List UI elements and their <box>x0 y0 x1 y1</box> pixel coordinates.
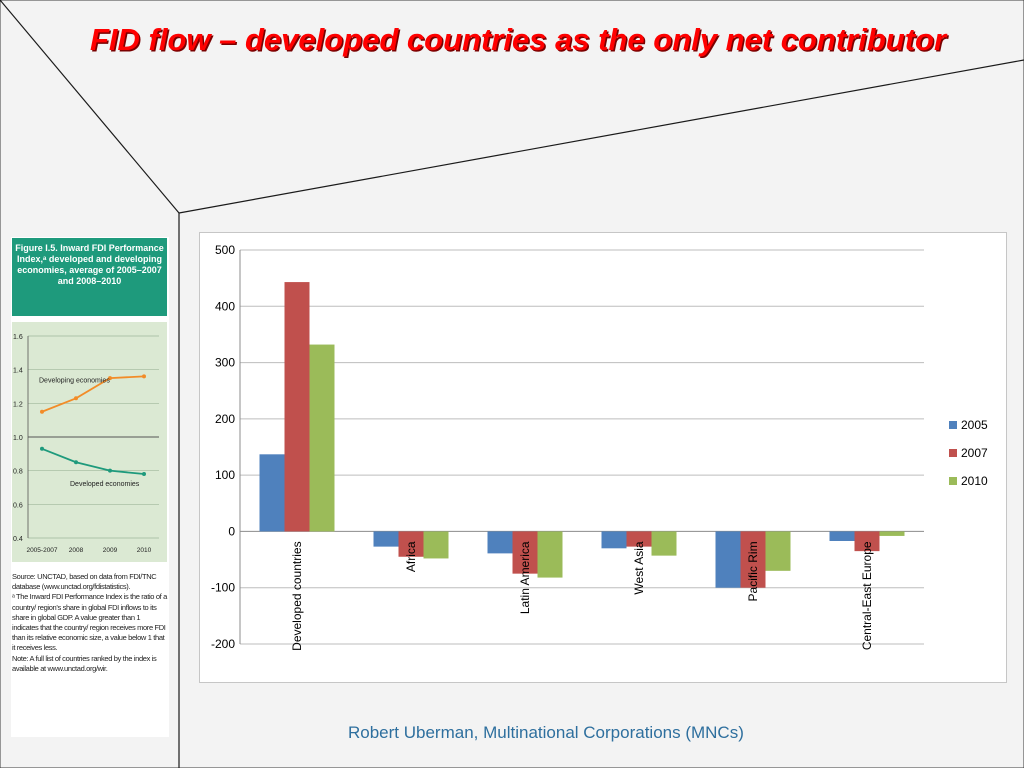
bar-2010 <box>765 531 791 571</box>
legend-swatch <box>949 421 957 429</box>
bar-2007 <box>512 531 538 574</box>
figure-y-tick-label: 0.4 <box>13 536 23 543</box>
figure-header: Figure I.5. Inward FDI Performance Index… <box>12 238 167 316</box>
y-tick-label: -200 <box>211 637 235 651</box>
bar-2005 <box>601 531 627 549</box>
legend-swatch <box>949 449 957 457</box>
bar-2005 <box>373 531 399 547</box>
bar-2007 <box>740 531 766 588</box>
x-category-label: Central-East Europe <box>860 541 874 650</box>
frame-diagonal-line <box>0 0 180 214</box>
legend-label: 2010 <box>961 474 988 488</box>
x-category-label: Developed countries <box>290 541 304 650</box>
y-tick-label: 400 <box>215 299 235 313</box>
frame-wall-line <box>178 59 1024 214</box>
figure-notes: Source: UNCTAD, based on data from FDI/T… <box>12 572 167 674</box>
x-category-label: Africa <box>404 541 418 572</box>
figure-note-source: Source: UNCTAD, based on data from FDI/T… <box>12 572 157 592</box>
figure-panel: Figure I.5. Inward FDI Performance Index… <box>11 237 169 737</box>
y-tick-label: 300 <box>215 356 235 370</box>
bar-2010 <box>879 531 905 536</box>
bar-2010 <box>423 531 449 559</box>
bar-2007 <box>398 531 424 557</box>
figure-y-tick-label: 1.0 <box>13 435 23 442</box>
figure-series-line <box>41 375 145 413</box>
bar-2005 <box>259 454 285 532</box>
figure-series-label-developing: Developing economies <box>39 377 110 384</box>
bar-2007 <box>284 282 310 532</box>
figure-x-tick-label: 2009 <box>103 547 118 554</box>
bar-2010 <box>651 531 677 556</box>
bar-2005 <box>487 531 513 554</box>
legend-swatch <box>949 477 957 485</box>
figure-point <box>108 468 112 473</box>
y-tick-label: 0 <box>228 524 235 538</box>
figure-y-tick-label: 1.6 <box>13 334 23 341</box>
y-tick-label: 100 <box>215 468 235 482</box>
figure-series-label-developed: Developed economies <box>70 481 140 488</box>
x-category-label: West Asia <box>632 541 646 594</box>
figure-x-tick-label: 2010 <box>137 547 152 554</box>
bar-2005 <box>715 531 741 588</box>
figure-line-chart: 1.6 1.4 1.2 1.0 0.8 0.6 0.4 2005-2007 2008 2009 20… <box>12 322 167 562</box>
figure-point <box>142 472 146 477</box>
figure-point <box>108 376 112 381</box>
figure-y-tick-label: 1.2 <box>13 401 23 408</box>
figure-note-definition: ᵃ The Inward FDI Performance Index is th… <box>12 592 167 653</box>
slide-title: FID flow – developed countries as the on… <box>90 22 947 57</box>
figure-point <box>40 409 44 414</box>
bar-2010 <box>537 531 563 578</box>
y-tick-label: 200 <box>215 412 235 426</box>
figure-x-tick-label: 2005-2007 <box>26 547 57 554</box>
figure-note-list: Note: A full list of countries ranked by… <box>12 653 157 673</box>
legend-label: 2005 <box>961 418 988 432</box>
figure-y-tick-label: 0.6 <box>13 502 23 509</box>
bar-chart-svg: 500 400 300 200 100 0 -100 -200 Developed countr… <box>211 243 988 651</box>
y-tick-label: 500 <box>215 243 235 257</box>
x-category-label: Pacific Rim <box>746 541 760 601</box>
footer-credit: Robert Uberman, Multinational Corporatio… <box>348 723 744 742</box>
figure-point <box>142 374 146 379</box>
x-category-label: Latin America <box>518 541 532 614</box>
figure-series-line <box>41 447 145 475</box>
figure-point <box>74 460 78 465</box>
bar-2010 <box>309 344 335 532</box>
figure-y-tick-label: 1.4 <box>13 368 23 375</box>
y-tick-label: -100 <box>211 581 235 595</box>
bar-2007 <box>626 531 652 547</box>
figure-y-tick-label: 0.8 <box>13 469 23 476</box>
figure-x-tick-label: 2008 <box>69 547 84 554</box>
figure-point <box>74 396 78 401</box>
bar-2005 <box>829 531 855 541</box>
legend-label: 2007 <box>961 446 988 460</box>
bar-chart: 500 400 300 200 100 0 -100 -200 Developed countr… <box>199 232 1007 683</box>
bar-2007 <box>854 531 880 552</box>
figure-point <box>40 446 44 451</box>
